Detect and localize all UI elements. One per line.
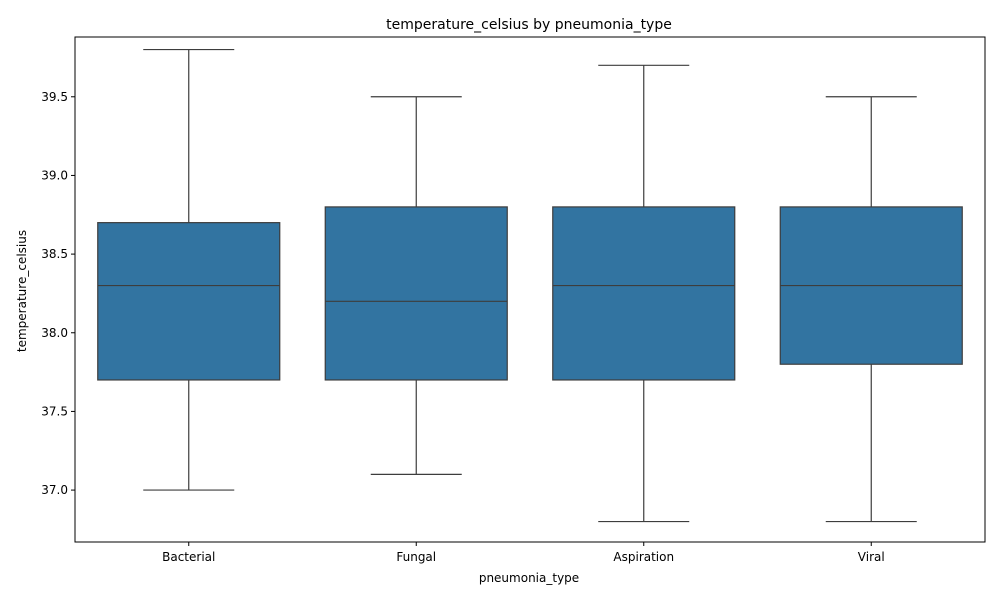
y-axis-label: temperature_celsius bbox=[15, 230, 29, 352]
x-tick-label-fungal: Fungal bbox=[396, 550, 436, 564]
x-axis-label: pneumonia_type bbox=[479, 571, 579, 585]
x-tick-label-aspiration: Aspiration bbox=[613, 550, 674, 564]
y-tick-label: 39.5 bbox=[41, 90, 68, 104]
y-tick-label: 38.5 bbox=[41, 247, 68, 261]
plot-frame bbox=[74, 36, 986, 543]
y-tick-label: 38.0 bbox=[41, 326, 68, 340]
box-bacterial bbox=[97, 222, 281, 381]
plot-area: Bacterial Fungal Aspiration Viral 37.0 37.5 38… bbox=[41, 36, 986, 564]
box-aspiration bbox=[552, 206, 736, 381]
x-tick-label-bacterial: Bacterial bbox=[162, 550, 215, 564]
x-tick-label-viral: Viral bbox=[858, 550, 885, 564]
box-fungal bbox=[324, 206, 508, 381]
y-tick-label: 39.0 bbox=[41, 168, 68, 182]
y-tick-label: 37.5 bbox=[41, 404, 68, 418]
chart-title: temperature_celsius by pneumonia_type bbox=[386, 17, 672, 33]
y-tick-label: 37.0 bbox=[41, 483, 68, 497]
